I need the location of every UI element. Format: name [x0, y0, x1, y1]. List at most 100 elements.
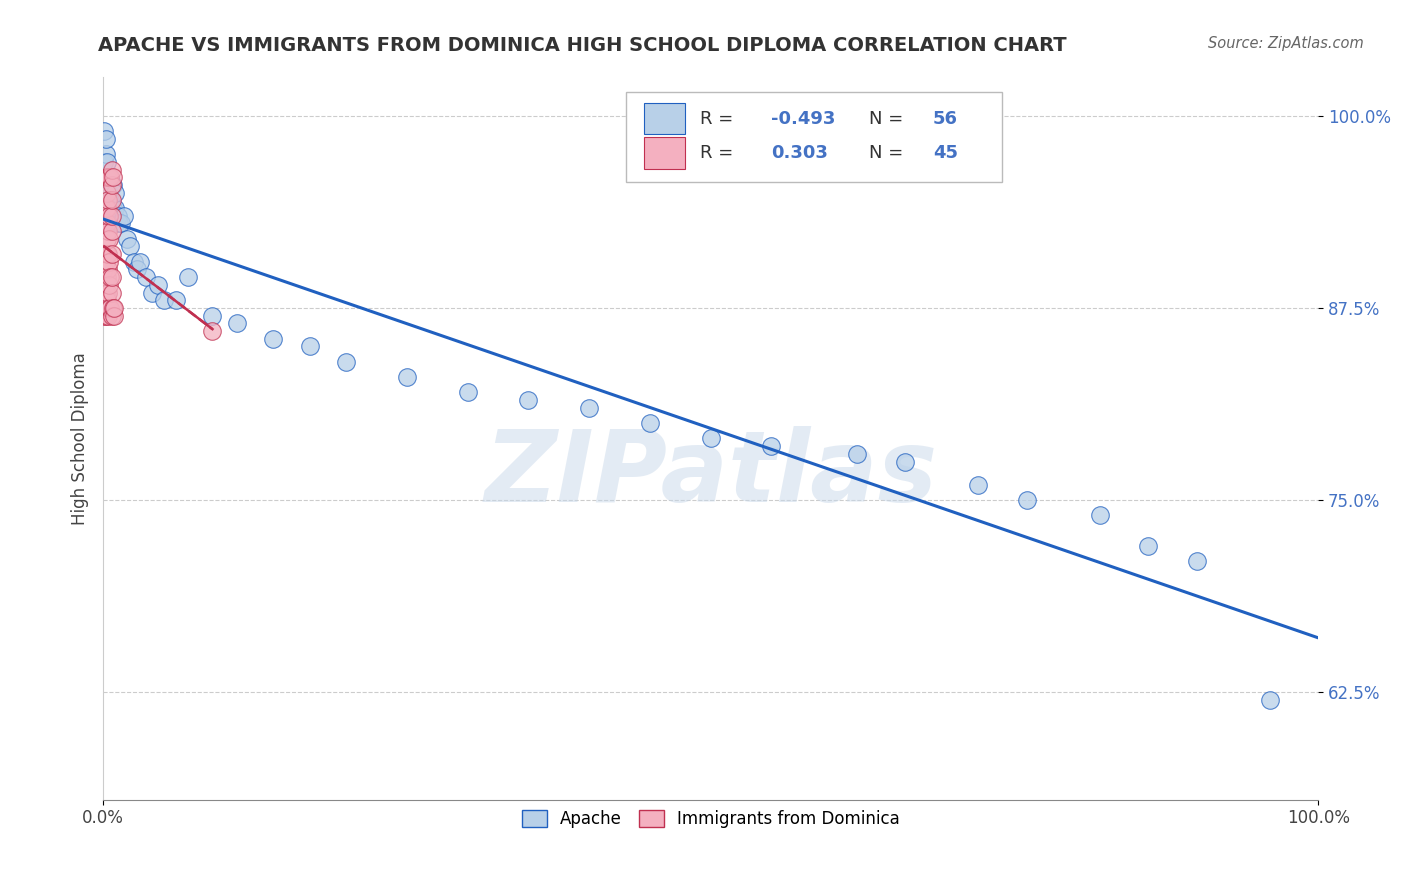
- Point: [98, 301, 121, 315]
- Point: [96, 270, 118, 285]
- Point: [122, 254, 145, 268]
- Point: [101, 178, 124, 192]
- Point: [101, 301, 124, 315]
- Point: [94, 254, 117, 268]
- Point: [112, 209, 135, 223]
- Point: [104, 186, 127, 200]
- Point: [97, 170, 120, 185]
- Point: [98, 170, 121, 185]
- Point: [94, 178, 117, 192]
- Point: [100, 194, 122, 208]
- Point: [578, 401, 600, 415]
- Point: [141, 285, 163, 300]
- Point: [96, 186, 118, 200]
- Point: [395, 370, 418, 384]
- FancyBboxPatch shape: [626, 92, 1002, 182]
- Point: [104, 201, 127, 215]
- Point: [128, 254, 150, 268]
- Point: [100, 270, 122, 285]
- Legend: Apache, Immigrants from Dominica: Apache, Immigrants from Dominica: [515, 803, 907, 835]
- Point: [100, 247, 122, 261]
- Point: [1185, 554, 1208, 568]
- Point: [110, 216, 132, 230]
- Text: R =: R =: [700, 145, 738, 162]
- Point: [94, 309, 117, 323]
- Point: [100, 301, 122, 315]
- Point: [97, 224, 120, 238]
- Text: N =: N =: [869, 110, 908, 128]
- Point: [108, 216, 131, 230]
- Point: [457, 385, 479, 400]
- Text: 45: 45: [934, 145, 957, 162]
- Point: [201, 324, 224, 338]
- Point: [135, 270, 157, 285]
- Text: ZIPatlas: ZIPatlas: [484, 426, 938, 523]
- Point: [96, 232, 118, 246]
- Point: [98, 209, 121, 223]
- Point: [96, 247, 118, 261]
- Point: [97, 201, 120, 215]
- Point: [96, 170, 118, 185]
- Point: [97, 262, 120, 277]
- Point: [97, 309, 120, 323]
- Point: [103, 209, 125, 223]
- Point: [96, 155, 118, 169]
- Point: [100, 209, 122, 223]
- Point: [107, 209, 129, 223]
- Point: [97, 285, 120, 300]
- Point: [103, 301, 125, 315]
- Point: [94, 201, 117, 215]
- Point: [93, 124, 115, 138]
- Point: [335, 354, 357, 368]
- Point: [100, 270, 122, 285]
- Point: [98, 254, 121, 268]
- Point: [101, 170, 124, 185]
- Point: [118, 239, 141, 253]
- Point: [100, 285, 122, 300]
- Text: APACHE VS IMMIGRANTS FROM DOMINICA HIGH SCHOOL DIPLOMA CORRELATION CHART: APACHE VS IMMIGRANTS FROM DOMINICA HIGH …: [98, 36, 1067, 54]
- Point: [93, 262, 115, 277]
- Point: [165, 293, 187, 308]
- Point: [97, 247, 120, 261]
- Text: R =: R =: [700, 110, 738, 128]
- Point: [94, 285, 117, 300]
- Point: [761, 439, 783, 453]
- Point: [98, 277, 121, 292]
- Point: [93, 155, 115, 169]
- FancyBboxPatch shape: [644, 137, 685, 169]
- Point: [100, 194, 122, 208]
- Point: [153, 293, 176, 308]
- Text: -0.493: -0.493: [772, 110, 835, 128]
- Point: [638, 416, 661, 430]
- Point: [845, 447, 868, 461]
- Point: [894, 454, 917, 468]
- Point: [967, 477, 990, 491]
- Text: N =: N =: [869, 145, 908, 162]
- Point: [117, 232, 139, 246]
- Point: [96, 201, 118, 215]
- Text: 56: 56: [934, 110, 957, 128]
- Text: Source: ZipAtlas.com: Source: ZipAtlas.com: [1208, 36, 1364, 51]
- Point: [127, 262, 149, 277]
- Point: [201, 309, 224, 323]
- Point: [98, 209, 121, 223]
- Point: [100, 178, 122, 192]
- Point: [100, 209, 122, 223]
- Point: [93, 216, 115, 230]
- Point: [94, 132, 117, 146]
- Text: 0.303: 0.303: [772, 145, 828, 162]
- Point: [1258, 692, 1281, 706]
- Point: [100, 224, 122, 238]
- Point: [146, 277, 169, 292]
- Point: [517, 393, 540, 408]
- Point: [100, 170, 122, 185]
- Point: [1015, 492, 1038, 507]
- Point: [298, 339, 321, 353]
- Point: [262, 332, 284, 346]
- Point: [97, 178, 120, 192]
- Point: [96, 293, 118, 308]
- Point: [100, 309, 122, 323]
- Point: [101, 201, 124, 215]
- Point: [699, 432, 721, 446]
- Point: [96, 170, 118, 185]
